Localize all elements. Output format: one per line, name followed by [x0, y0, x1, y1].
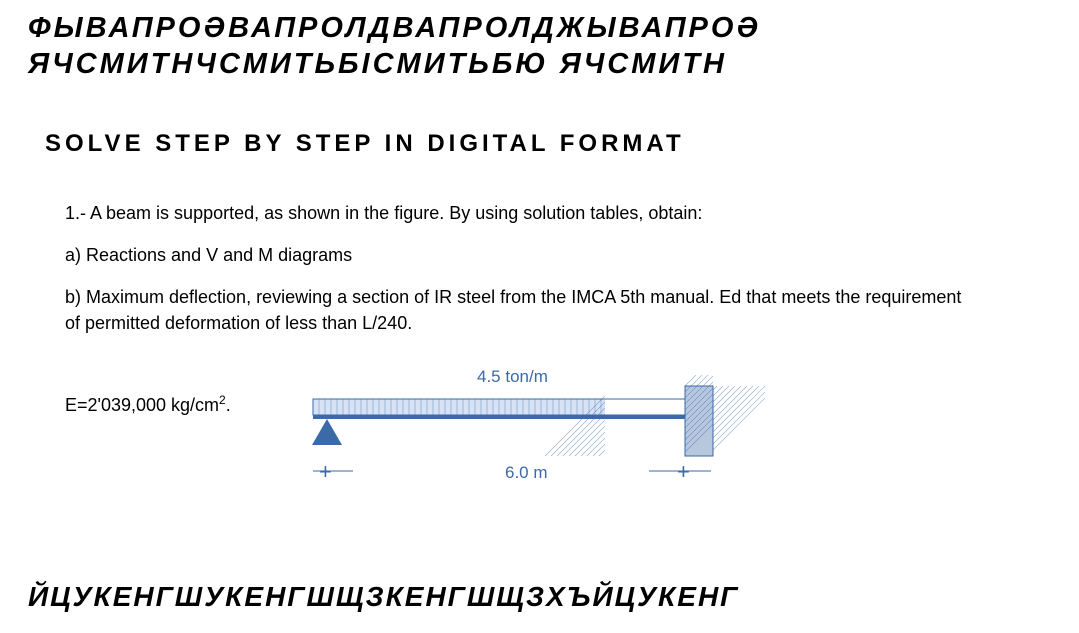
- dimension-tick-left: +: [319, 459, 332, 485]
- beam-figure: E=2'039,000 kg/cm2. 4.5 ton/m 6.0 m + +: [65, 375, 965, 495]
- decorative-cyrillic-footer: ЙЦУКЕНГШУКЕНГШЩЗКЕНГШЩЗХЪЙЦУКЕНГ: [28, 581, 1051, 613]
- beam-diagram: [65, 375, 765, 495]
- problem-statement: 1.- A beam is supported, as shown in the…: [65, 200, 965, 352]
- cyrillic-header-line-1: ФЫВАПРОӘВАПРОЛДВАПРОЛДЖЫВАПРОӘ: [28, 10, 1051, 46]
- cyrillic-header-line-2: ЯЧСМИТНЧСМИТЬБІСМИТЬБЮ ЯЧСМИТН: [28, 46, 1051, 82]
- decorative-cyrillic-header: ФЫВАПРОӘВАПРОЛДВАПРОЛДЖЫВАПРОӘ ЯЧСМИТНЧС…: [28, 10, 1051, 83]
- problem-intro: 1.- A beam is supported, as shown in the…: [65, 200, 965, 226]
- problem-part-a: a) Reactions and V and M diagrams: [65, 242, 965, 268]
- problem-part-b: b) Maximum deflection, reviewing a secti…: [65, 284, 965, 336]
- dimension-tick-right: +: [677, 459, 690, 485]
- page-title: SOLVE STEP BY STEP IN DIGITAL FORMAT: [45, 130, 685, 158]
